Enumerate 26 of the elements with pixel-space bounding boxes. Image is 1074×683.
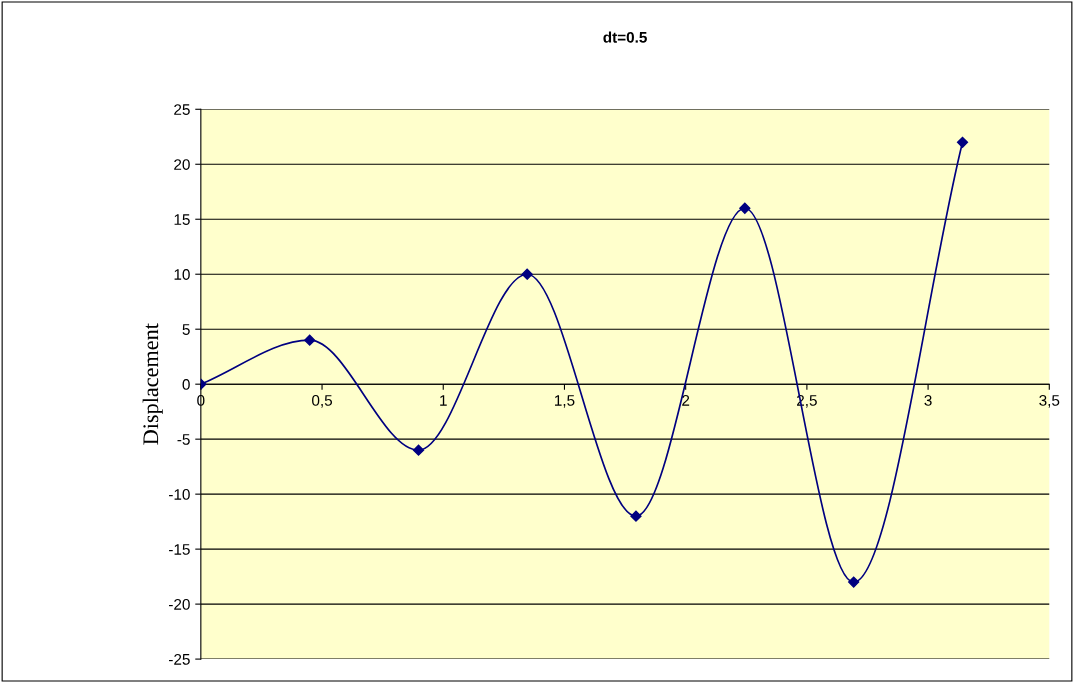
y-tick-label: 20 [174, 159, 190, 170]
point [521, 268, 533, 280]
point [956, 136, 969, 148]
y-tick-label: 25 [174, 104, 190, 115]
y-tick-label: -5 [177, 434, 190, 445]
x-tick-label: 3 [924, 395, 932, 406]
point [739, 202, 751, 214]
point [304, 334, 316, 346]
x-tick-label: 2 [682, 395, 690, 406]
y-tick-label: -25 [169, 653, 190, 665]
x-tick-label: 1,5 [555, 395, 575, 408]
y-tick-label: 0 [182, 379, 190, 390]
y-tick-label: 15 [174, 214, 190, 225]
y-tick-label: -15 [169, 544, 190, 555]
y-axis-title: Displacement [142, 323, 163, 445]
x-tick-label: 0,5 [312, 395, 333, 408]
y-tick-label: -20 [169, 598, 190, 610]
x-tick-label: 1 [440, 395, 447, 406]
point [848, 576, 860, 588]
point [630, 510, 642, 522]
y-tick-label: 10 [174, 269, 190, 280]
x-tick-label: 3,5 [1039, 395, 1060, 408]
point [412, 444, 425, 456]
y-tick-label: 5 [182, 324, 190, 335]
y-tick-label: -10 [169, 489, 190, 500]
chart-title: dt=0.5 [603, 31, 647, 43]
